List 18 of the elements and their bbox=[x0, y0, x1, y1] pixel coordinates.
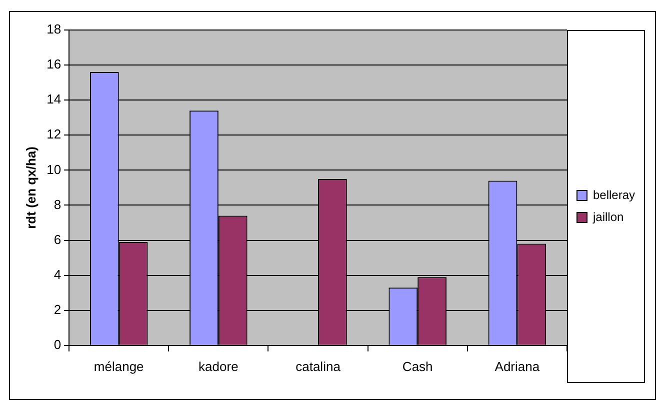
x-tick-label: Cash bbox=[402, 358, 433, 374]
y-tick-label: 18 bbox=[46, 22, 62, 37]
x-tick-label: Adriana bbox=[494, 358, 540, 374]
y-tick-label: 0 bbox=[54, 336, 62, 352]
y-tick-label: 16 bbox=[46, 56, 62, 72]
x-tick-label: kadore bbox=[198, 358, 238, 374]
y-tick-label: 6 bbox=[54, 232, 62, 247]
x-tick-label: catalina bbox=[296, 358, 342, 374]
x-tick-label: mélange bbox=[94, 358, 144, 374]
y-tick-label: 2 bbox=[54, 302, 62, 317]
y-tick-label: 8 bbox=[54, 196, 62, 212]
y-tick-label: 10 bbox=[46, 162, 62, 177]
legend-label: jaillon bbox=[592, 210, 624, 224]
legend-label: belleray bbox=[592, 188, 636, 202]
y-axis-title: rdt (en qx/ha) bbox=[23, 146, 38, 229]
y-tick-label: 12 bbox=[46, 126, 62, 142]
y-tick-label: 4 bbox=[54, 266, 62, 282]
y-tick-label: 14 bbox=[46, 92, 62, 107]
